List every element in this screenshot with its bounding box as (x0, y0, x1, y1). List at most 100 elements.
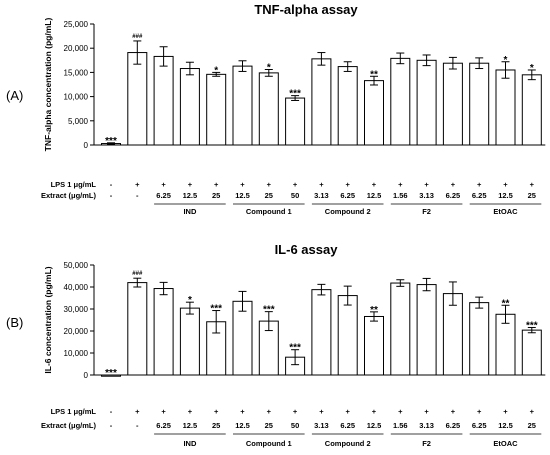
y-tick-label: 50,000 (64, 261, 89, 270)
significance-marker: ** (370, 69, 378, 80)
extract-value: 6.25 (472, 191, 487, 200)
extract-value: 25 (212, 421, 220, 430)
significance-marker: *** (263, 305, 275, 316)
extract-value: 3.13 (419, 421, 434, 430)
lps-value: + (240, 407, 245, 416)
y-tick-label: 30,000 (64, 305, 89, 314)
bar (179, 68, 200, 146)
panel-b-label: (B) (6, 315, 24, 330)
chart-title: TNF-alpha assay (254, 2, 358, 17)
lps-value: + (267, 407, 272, 416)
group-label: F2 (422, 207, 431, 216)
extract-value: - (110, 421, 113, 430)
extract-value: - (110, 191, 113, 200)
extract-value: - (136, 421, 139, 430)
lps-value: + (319, 407, 324, 416)
group-label: IND (183, 207, 197, 216)
extract-value: 25 (265, 421, 273, 430)
y-axis-label: TNF-alpha concentration (pg/mL) (43, 18, 53, 152)
bar (232, 300, 253, 376)
extract-value: 25 (212, 191, 220, 200)
extract-value: 25 (265, 191, 273, 200)
lps-value: + (161, 407, 166, 416)
bar (469, 62, 490, 146)
extract-value: 50 (291, 191, 299, 200)
lps-row-label: LPS 1 μg/mL (51, 407, 97, 416)
extract-value: 3.13 (419, 191, 434, 200)
group-label: Compound 1 (246, 439, 292, 448)
extract-value: 1.56 (393, 421, 408, 430)
lps-value: + (293, 407, 298, 416)
lps-value: + (372, 180, 377, 189)
lps-value: + (188, 180, 193, 189)
bar (364, 315, 384, 376)
bar (337, 295, 358, 376)
bar (206, 73, 227, 146)
lps-value: + (319, 180, 324, 189)
bar (153, 288, 174, 376)
extract-value: 12.5 (367, 421, 382, 430)
bar (495, 69, 516, 146)
significance-marker: * (267, 62, 271, 73)
lps-value: - (110, 180, 113, 189)
lps-value: + (398, 180, 403, 189)
extract-value: 6.25 (340, 421, 355, 430)
extract-value: 25 (528, 191, 536, 200)
lps-value: + (346, 407, 351, 416)
bar (311, 289, 332, 376)
group-label: IND (183, 439, 197, 448)
lps-value: + (503, 407, 508, 416)
extract-value: 12.5 (367, 191, 382, 200)
y-tick-label: 20,000 (64, 44, 89, 53)
bar (127, 52, 148, 146)
y-tick-label: 0 (84, 371, 89, 380)
bar (521, 74, 542, 146)
bar (442, 293, 463, 376)
lps-value: + (293, 180, 298, 189)
bar (416, 59, 437, 146)
lps-value: + (503, 180, 508, 189)
bar (521, 329, 542, 376)
lps-value: + (214, 407, 219, 416)
lps-value: + (240, 180, 245, 189)
group-label: Compound 2 (325, 207, 371, 216)
y-tick-label: 40,000 (64, 283, 89, 292)
lps-value: + (267, 180, 272, 189)
lps-value: + (477, 407, 482, 416)
lps-value: + (346, 180, 351, 189)
significance-marker: * (530, 63, 534, 74)
y-tick-label: 10,000 (64, 349, 89, 358)
y-tick-label: 10,000 (64, 93, 89, 102)
group-label: F2 (422, 439, 431, 448)
lps-value: + (530, 180, 535, 189)
lps-value: + (451, 180, 456, 189)
y-tick-label: 15,000 (64, 68, 89, 77)
bar (153, 55, 174, 146)
lps-value: + (398, 407, 403, 416)
bar (232, 65, 253, 146)
bar (127, 282, 148, 376)
panel-a-label: (A) (6, 88, 24, 103)
significance-marker: *** (289, 343, 301, 354)
lps-value: + (530, 407, 535, 416)
lps-value: + (424, 180, 429, 189)
extract-value: 12.5 (498, 191, 513, 200)
bar (364, 80, 384, 146)
group-label: EtOAC (493, 207, 518, 216)
extract-value: 12.5 (183, 191, 198, 200)
y-tick-label: 0 (84, 141, 89, 150)
extract-value: 6.25 (156, 421, 171, 430)
bar (258, 72, 279, 146)
lps-value: - (110, 407, 113, 416)
extract-value: 3.13 (314, 191, 329, 200)
significance-marker: ### (132, 34, 143, 40)
lps-value: + (424, 407, 429, 416)
extract-value: 3.13 (314, 421, 329, 430)
bar (442, 62, 463, 146)
group-label: Compound 1 (246, 207, 292, 216)
extract-value: 50 (291, 421, 299, 430)
extract-value: - (136, 191, 139, 200)
lps-value: + (188, 407, 193, 416)
bar (469, 302, 490, 376)
